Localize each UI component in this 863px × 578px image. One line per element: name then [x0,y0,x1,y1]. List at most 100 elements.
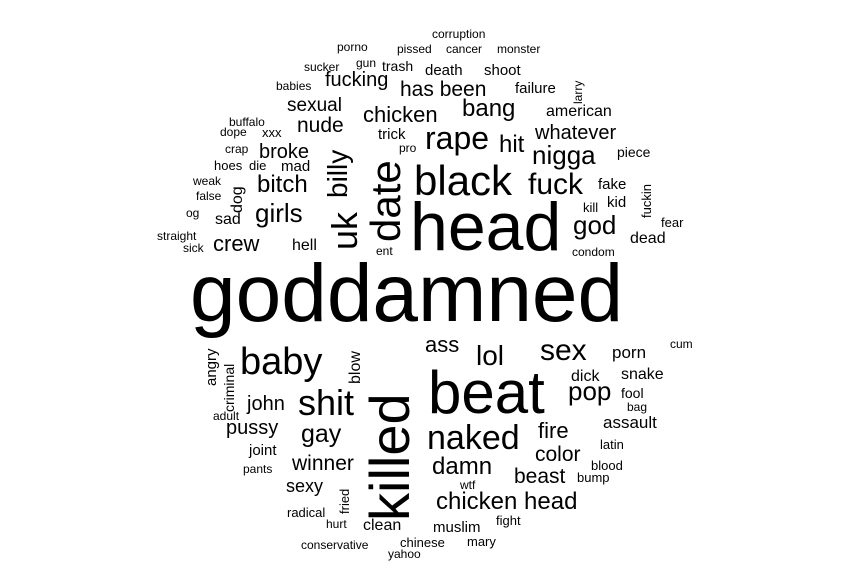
cloud-word: hell [292,237,317,254]
cloud-word: whatever [535,122,617,144]
cloud-word: head [410,189,562,265]
cloud-word: sexy [286,476,324,496]
cloud-word: crew [213,231,260,256]
cloud-word: blood [591,458,623,473]
cloud-word: sick [183,241,204,255]
cloud-word: american [546,103,612,120]
cloud-word: fucking [325,69,389,91]
cloud-word: broke [259,141,310,163]
cloud-word: porno [337,40,368,54]
cloud-word: john [247,393,285,415]
cloud-word: bump [577,470,610,485]
cloud-word: dick [571,368,600,385]
cloud-word: dope [220,125,247,139]
cloud-word: winner [292,452,354,475]
cloud-word: joint [249,442,277,459]
cloud-word: snake [621,366,664,383]
cloud-word: conservative [301,538,369,552]
cloud-word: yahoo [388,547,421,561]
cloud-word: pop [568,376,612,406]
cloud-word: shoot [484,62,521,79]
cloud-word: corruption [432,27,486,41]
cloud-word: piece [617,144,651,160]
cloud-word: bitch [257,171,308,198]
cloud-word: fried [337,488,352,514]
cloud-word: hurt [326,517,347,531]
cloud-word: gay [301,420,342,448]
cloud-word: latin [600,437,624,452]
cloud-word: hoes [214,158,243,173]
cloud-word: babies [276,79,312,93]
cloud-word: goddamned [190,248,624,339]
cloud-word: fake [598,176,627,193]
cloud-word: assault [603,413,657,432]
cloud-word: killed [358,393,421,521]
cloud-word: color [535,443,581,466]
cloud-word: shit [298,382,355,423]
cloud-word: weak [193,174,222,188]
cloud-word: muslim [433,519,481,536]
cloud-word: uk [324,211,365,250]
cloud-word: sexual [287,95,342,116]
cloud-word: criminal [221,363,237,412]
cloud-word: hit [499,131,525,158]
cloud-word: beat [428,359,545,426]
cloud-word: gun [356,56,377,70]
cloud-word: blow [347,351,364,384]
cloud-word: clean [363,517,402,534]
cloud-word: trash [382,58,414,74]
cloud-word: crap [225,142,249,156]
cloud-word: sad [215,211,241,228]
cloud-word: failure [515,80,556,97]
cloud-word: chicken [363,102,438,127]
cloud-word: pussy [226,417,279,439]
cloud-word: cum [670,337,693,351]
cloud-word: og [186,206,200,220]
cloud-word: buffalo [229,115,265,129]
cloud-word: god [573,210,617,240]
cloud-word: pants [243,462,273,476]
cloud-word: sex [540,334,587,367]
cloud-word: pro [399,141,417,155]
cloud-word: bang [462,95,516,122]
cloud-word: rape [425,120,490,156]
cloud-word: die [249,158,267,173]
cloud-word: ass [425,332,460,357]
cloud-word: angry [203,348,220,386]
cloud-word: death [425,62,463,79]
cloud-word: trick [378,126,406,143]
cloud-word: damn [432,453,493,480]
cloud-word: chinese [400,535,445,550]
cloud-word: black [414,157,513,204]
cloud-word: larry [571,80,585,104]
cloud-word: nude [297,114,344,137]
cloud-word: lol [476,340,505,371]
cloud-word: xxx [262,125,282,140]
cloud-word: bag [627,400,648,414]
cloud-word: pissed [397,42,432,56]
cloud-word: sucker [304,60,340,74]
cloud-word: porn [612,343,647,362]
cloud-word: baby [240,341,323,383]
cloud-word: fuck [528,168,584,201]
cloud-word: billy [322,149,353,198]
cloud-word: fire [538,418,569,443]
cloud-word: fool [621,385,644,401]
cloud-word: cancer [446,42,483,56]
cloud-word: date [362,160,409,242]
cloud-word: has been [400,78,487,101]
cloud-word: girls [255,198,303,228]
cloud-word: mary [467,534,496,549]
cloud-word: condom [572,245,615,259]
cloud-word: straight [157,229,197,243]
cloud-word: monster [497,42,541,56]
cloud-word: kill [583,200,599,215]
cloud-word: dead [630,230,666,247]
cloud-word: beast [514,465,566,488]
cloud-word: fear [661,215,684,230]
cloud-word: dog [229,186,246,213]
cloud-word: chicken head [436,488,578,515]
cloud-word: ent [376,244,393,258]
cloud-word: fuckin [639,184,654,218]
